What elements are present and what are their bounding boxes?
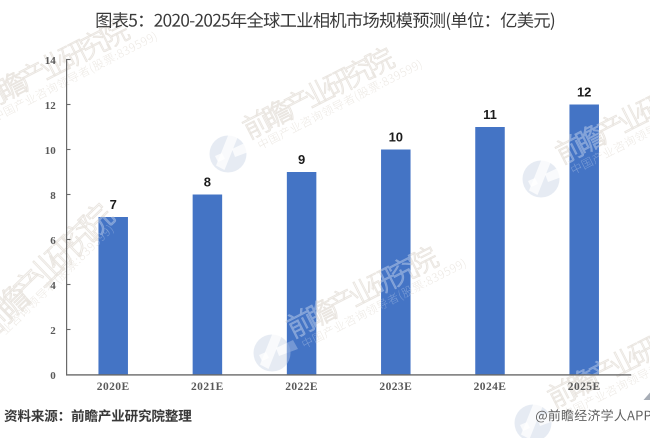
svg-text:12: 12 (577, 85, 591, 100)
svg-text:7: 7 (110, 197, 117, 212)
svg-text:2: 2 (50, 325, 56, 337)
svg-text:12: 12 (45, 100, 57, 112)
svg-text:0: 0 (50, 370, 56, 382)
svg-text:14: 14 (45, 55, 57, 67)
svg-text:2023E: 2023E (379, 381, 412, 393)
svg-text:2024E: 2024E (474, 381, 507, 393)
svg-text:8: 8 (50, 190, 56, 202)
svg-text:2022E: 2022E (285, 381, 318, 393)
svg-text:4: 4 (50, 280, 56, 292)
svg-text:8: 8 (204, 175, 211, 190)
svg-text:10: 10 (45, 145, 57, 157)
svg-text:9: 9 (298, 152, 305, 167)
svg-text:2021E: 2021E (191, 381, 224, 393)
svg-text:10: 10 (389, 130, 403, 145)
svg-text:11: 11 (483, 107, 497, 122)
svg-text:2020E: 2020E (97, 381, 130, 393)
svg-text:2025E: 2025E (568, 381, 601, 393)
svg-text:6: 6 (50, 235, 56, 247)
